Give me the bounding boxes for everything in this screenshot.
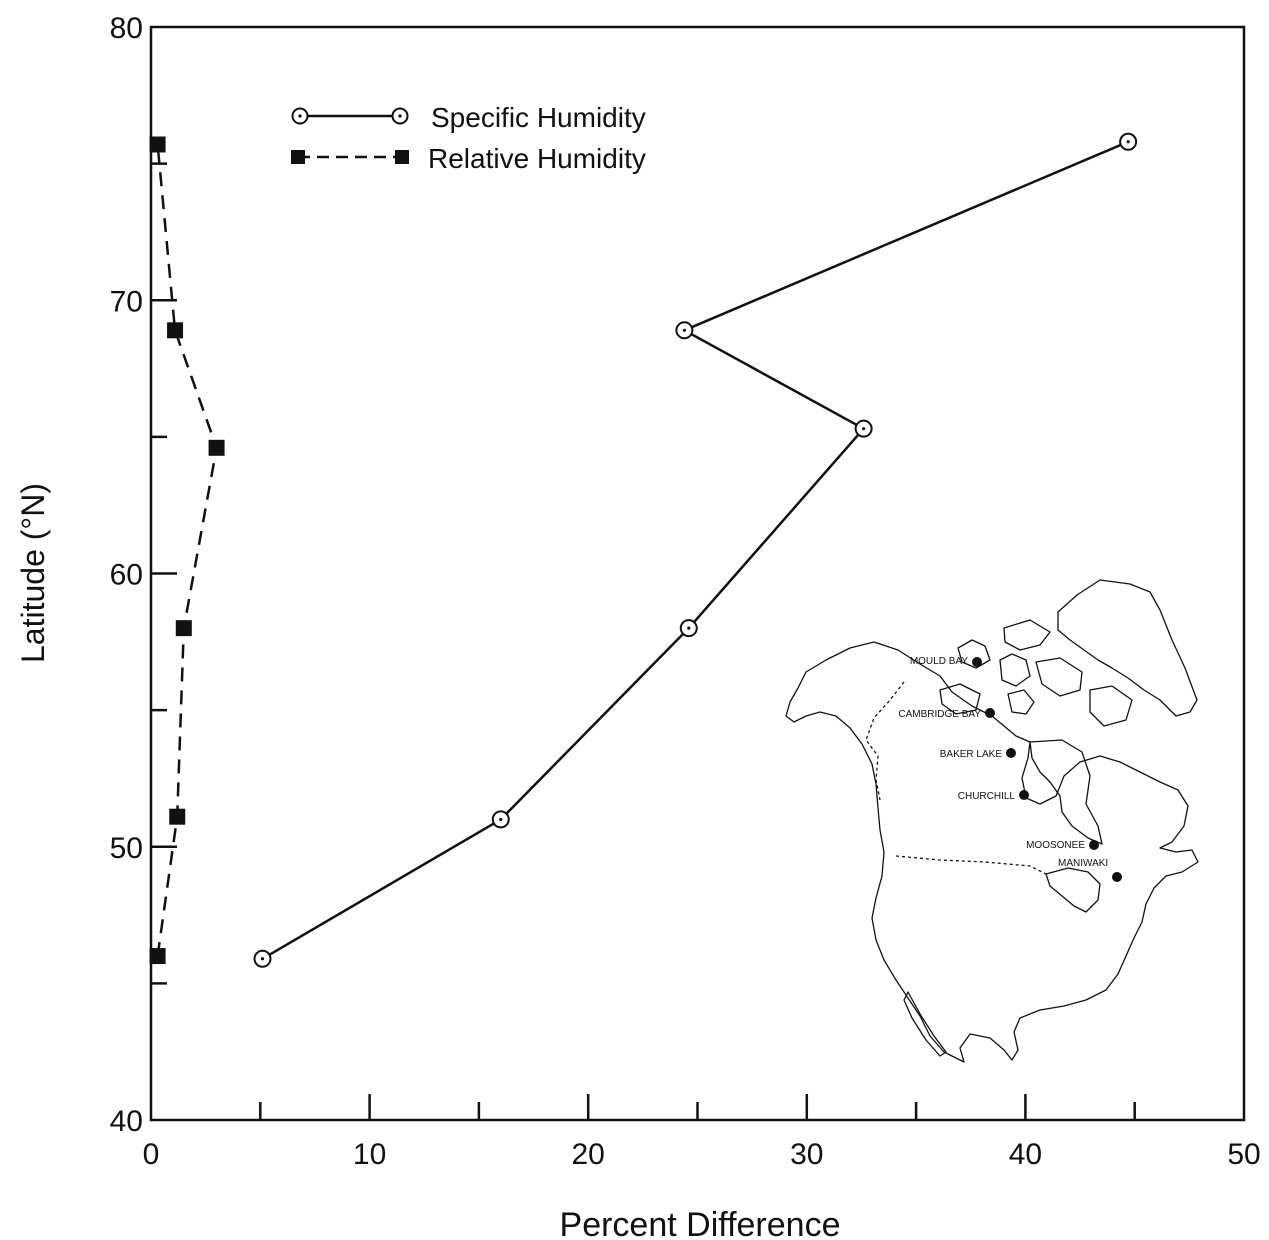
- legend-relative-humidity-marker: [395, 150, 409, 164]
- station-marker: [1019, 790, 1029, 800]
- map-arctic-island: [939, 683, 981, 715]
- station-mould-bay: MOULD BAY: [910, 656, 982, 667]
- station-moosonee: MOOSONEE: [1026, 840, 1099, 851]
- map-baja-california: [903, 991, 947, 1057]
- station-marker: [985, 708, 995, 718]
- y-tick-label-40: 40: [110, 1105, 143, 1138]
- map-arctic-island: [1035, 657, 1083, 697]
- map-hudson-bay: [1029, 739, 1103, 845]
- data-point-center-specific-humidity-4: [682, 328, 686, 332]
- y-tick-label-80: 80: [110, 12, 143, 45]
- station-churchill: CHURCHILL: [958, 790, 1029, 802]
- data-point-center-specific-humidity-1: [499, 817, 503, 822]
- x-tick-label-10: 10: [353, 1138, 386, 1171]
- x-tick-label-50: 50: [1227, 1138, 1260, 1171]
- map-mainland-outline: [785, 641, 1199, 1063]
- station-marker: [1112, 872, 1122, 882]
- y-tick-label-50: 50: [110, 832, 143, 865]
- x-axis-ticks: 0 10 20 30 40 50: [143, 1094, 1261, 1171]
- data-point-relative-humidity-5: [149, 136, 166, 153]
- legend-specific-humidity-marker-dot: [298, 114, 302, 118]
- series-line-specific-humidity: [261, 140, 1129, 960]
- map-great-lakes: [1045, 867, 1101, 913]
- map-us-canada-border: [895, 855, 1047, 875]
- legend-specific-humidity-marker-dot: [398, 114, 402, 118]
- data-point-relative-humidity-3: [208, 439, 225, 456]
- station-cambridge-bay: CAMBRIDGE BAY: [898, 708, 995, 720]
- station-marker: [1089, 840, 1099, 850]
- station-label-churchill: CHURCHILL: [958, 791, 1016, 802]
- station-label-baker-lake: BAKER LAKE: [940, 749, 1003, 760]
- station-baker-lake: BAKER LAKE: [940, 748, 1016, 760]
- data-point-relative-humidity-1: [169, 808, 186, 825]
- y-axis-title: Latitude (°N): [15, 483, 51, 663]
- data-point-relative-humidity-2: [175, 620, 192, 637]
- legend-relative-humidity-label: Relative Humidity: [428, 143, 646, 174]
- plot-frame: [149, 25, 1246, 1122]
- series-relative-humidity: [149, 136, 225, 965]
- station-maniwaki: MANIWAKI: [1058, 858, 1122, 882]
- x-tick-label-30: 30: [790, 1138, 823, 1171]
- series-layer: [149, 132, 1138, 968]
- map-arctic-island: [1003, 619, 1051, 651]
- legend-entry-specific-humidity: Specific Humidity: [291, 102, 646, 133]
- station-marker: [1006, 748, 1016, 758]
- series-line-relative-humidity: [156, 144, 218, 957]
- map-alaska-border: [865, 681, 905, 801]
- map-arctic-island: [1089, 685, 1133, 727]
- y-tick-label-70: 70: [110, 285, 143, 318]
- inset-map-north-america: [785, 579, 1199, 1063]
- x-tick-label-0: 0: [143, 1138, 160, 1171]
- y-axis-ticks: 40 50 60 70 80: [110, 12, 177, 1138]
- data-point-relative-humidity-0: [149, 948, 166, 965]
- legend-specific-humidity-label: Specific Humidity: [431, 102, 646, 133]
- series-specific-humidity: [253, 132, 1138, 968]
- x-axis-title: Percent Difference: [560, 1206, 841, 1240]
- x-tick-label-20: 20: [572, 1138, 605, 1171]
- y-tick-label-60: 60: [110, 559, 143, 592]
- inset-map-stations: MOULD BAY CAMBRIDGE BAY BAKER LAKE CHURC…: [898, 656, 1122, 882]
- legend-relative-humidity-marker: [291, 150, 305, 164]
- station-marker: [972, 657, 982, 667]
- data-point-center-specific-humidity-3: [862, 427, 866, 431]
- station-label-maniwaki: MANIWAKI: [1058, 858, 1108, 869]
- legend-entry-relative-humidity: Relative Humidity: [291, 143, 646, 174]
- map-greenland-outline: [1057, 579, 1198, 717]
- x-tick-label-40: 40: [1009, 1138, 1042, 1171]
- legend: Specific Humidity Relative Humidity: [291, 102, 646, 174]
- station-label-mould-bay: MOULD BAY: [910, 656, 968, 667]
- station-label-moosonee: MOOSONEE: [1026, 840, 1085, 851]
- map-arctic-island: [999, 653, 1031, 687]
- data-point-center-specific-humidity-2: [687, 626, 691, 630]
- map-arctic-island: [1007, 689, 1035, 715]
- map-arctic-island: [957, 639, 991, 669]
- data-point-center-specific-humidity-5: [1126, 140, 1130, 144]
- data-point-center-specific-humidity-0: [260, 957, 265, 961]
- data-point-relative-humidity-4: [167, 322, 184, 339]
- station-label-cambridge-bay: CAMBRIDGE BAY: [898, 709, 981, 720]
